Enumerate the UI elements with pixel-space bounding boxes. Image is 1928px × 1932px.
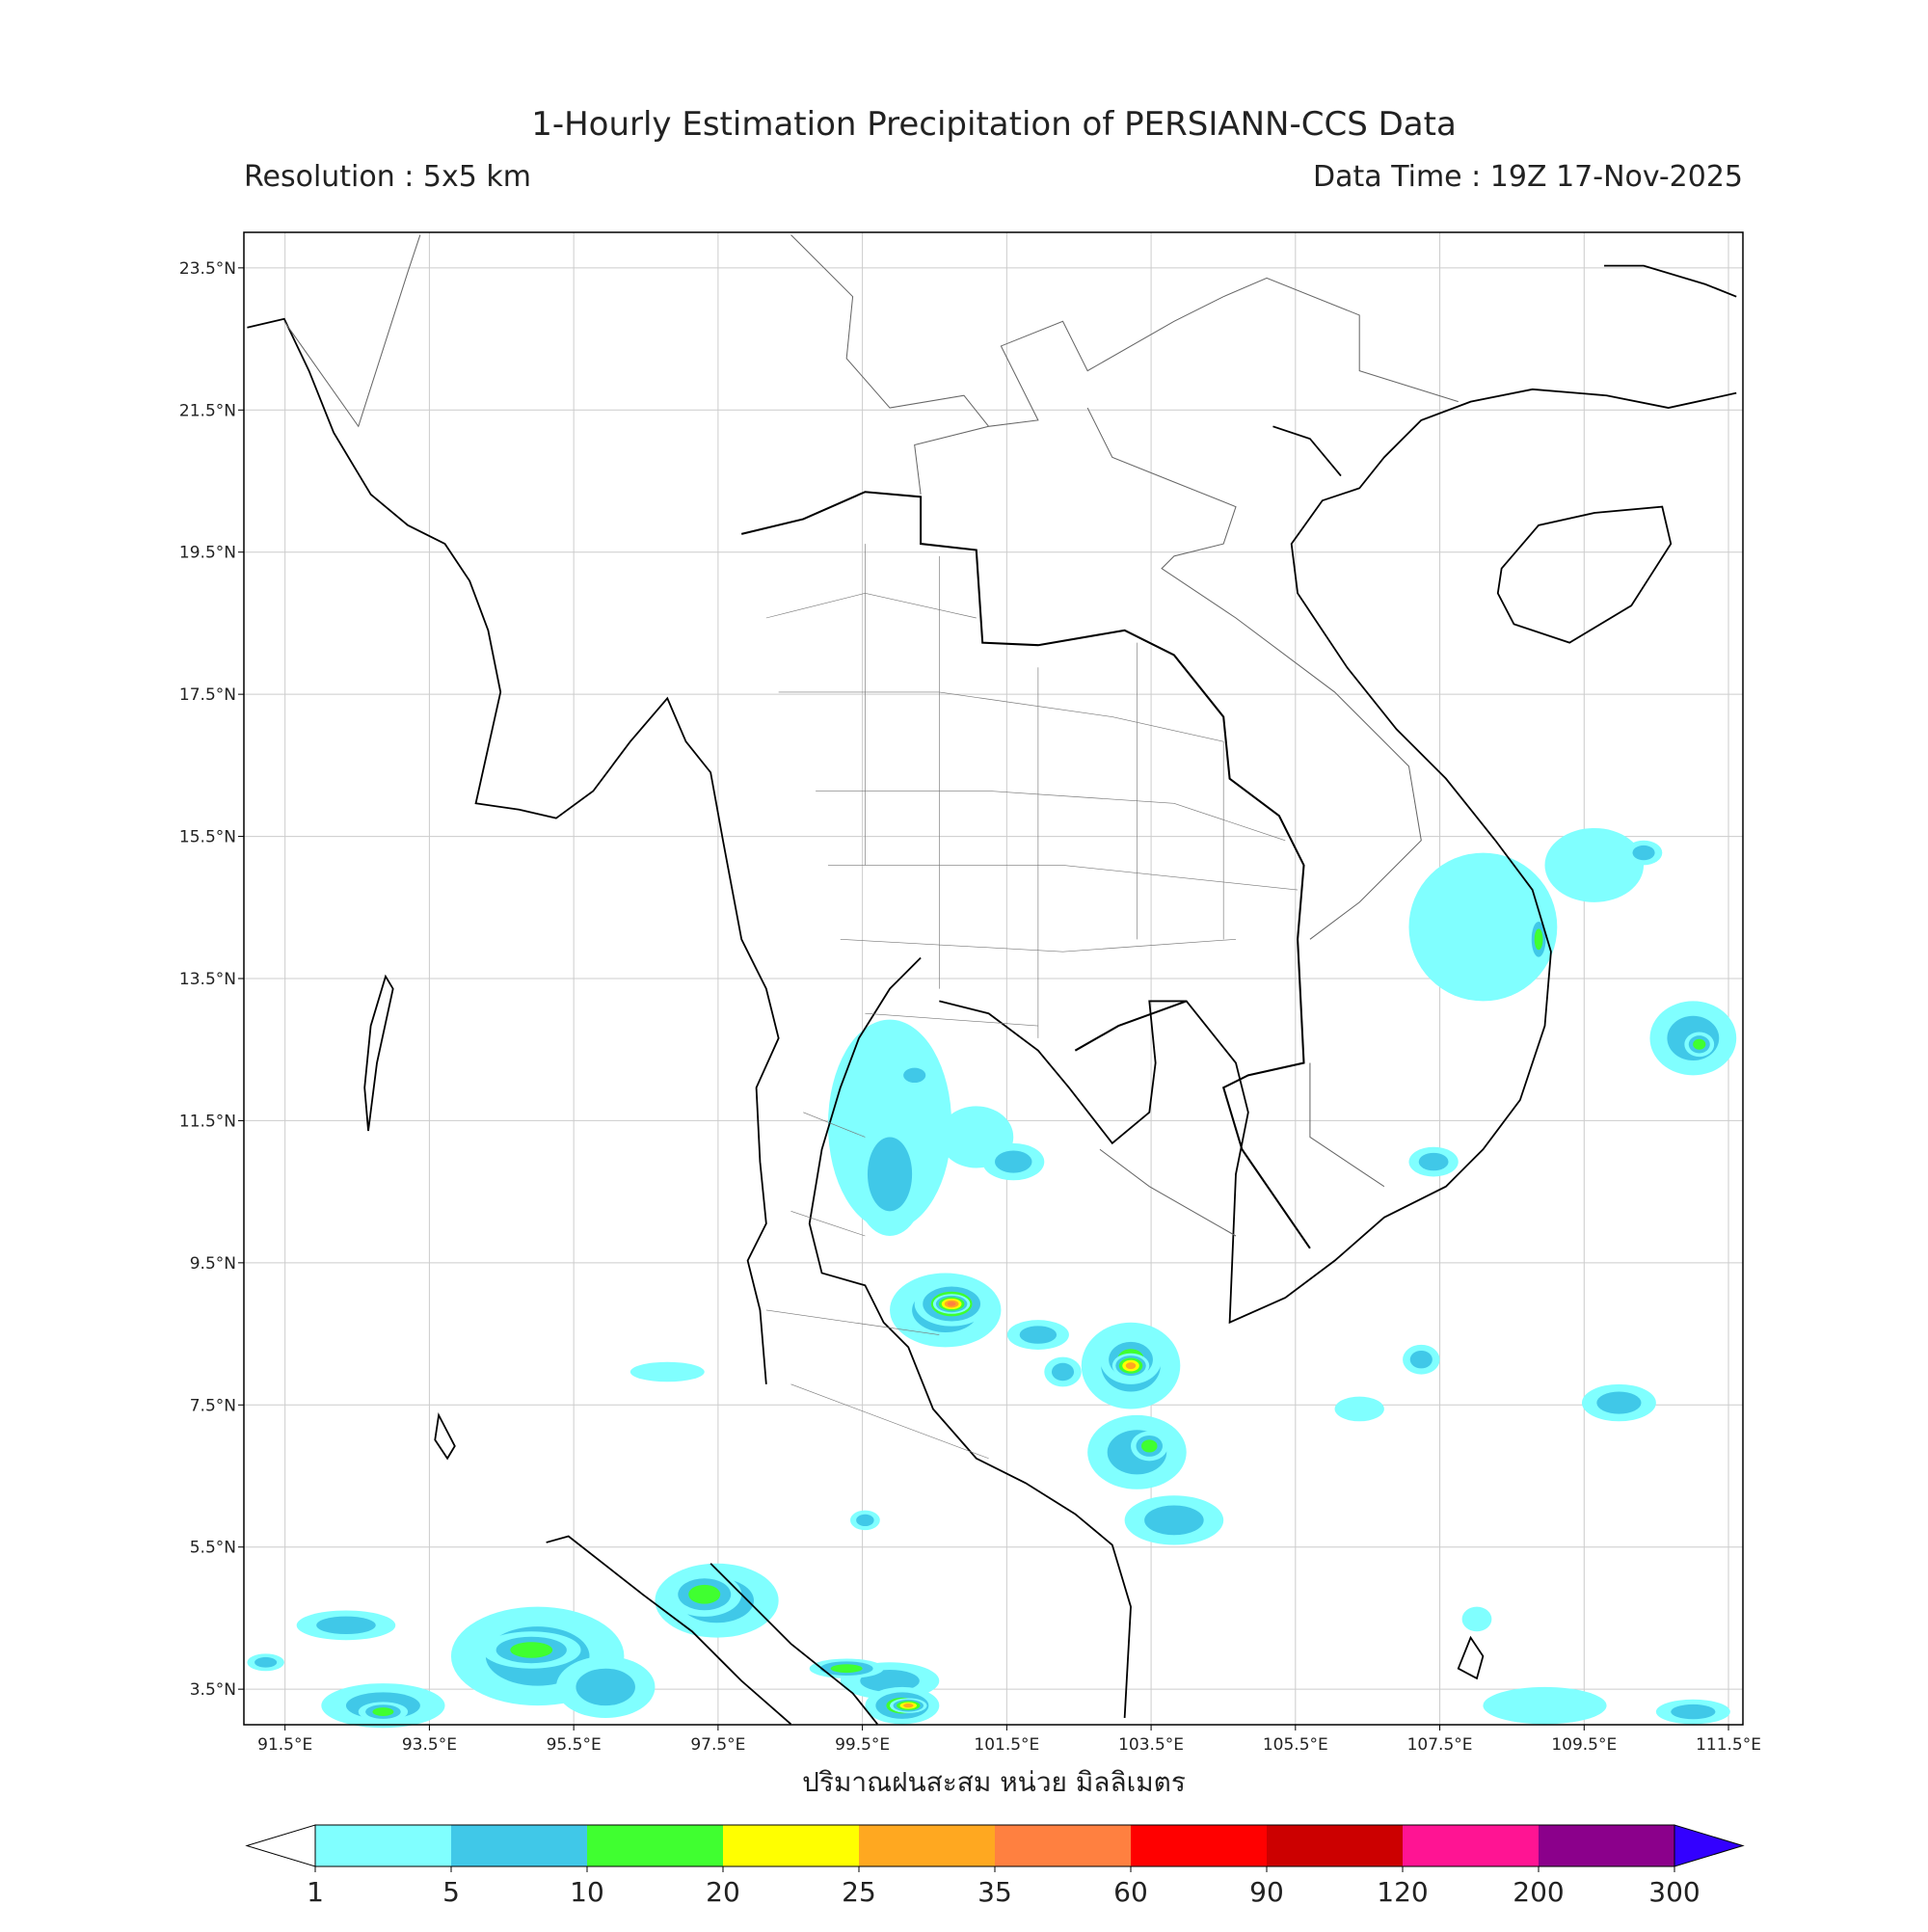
colorbar-label: 120 (1377, 1876, 1428, 1908)
colorbar-label: 200 (1513, 1876, 1564, 1908)
colorbar-label: 300 (1648, 1876, 1700, 1908)
x-tick-label: 107.5°E (1407, 1735, 1473, 1755)
coastline (1604, 264, 1737, 298)
y-tick-label: 21.5°N (179, 401, 236, 420)
rain-cell (629, 1361, 705, 1382)
x-tick-label: 105.5°E (1263, 1735, 1328, 1755)
colorbar-label: 10 (570, 1876, 604, 1908)
y-tick-label: 9.5°N (190, 1254, 236, 1274)
island (363, 974, 394, 1132)
coastline (939, 388, 1737, 1325)
x-tick-label: 93.5°E (402, 1735, 457, 1755)
coastline (1272, 425, 1342, 477)
coastline (546, 1535, 792, 1726)
y-tick-label: 13.5°N (179, 970, 236, 989)
rain-cell (995, 1150, 1032, 1173)
colorbar-label: 25 (842, 1876, 876, 1908)
x-tick-label: 101.5°E (974, 1735, 1039, 1755)
rain-cell (867, 1137, 913, 1212)
rain-cell (688, 1584, 721, 1604)
y-tick-label: 5.5°N (190, 1539, 236, 1558)
rain-cell (830, 1664, 863, 1674)
y-tick-label: 19.5°N (179, 544, 236, 563)
country-border (283, 234, 1459, 1237)
colorbar-label: 35 (977, 1876, 1012, 1908)
rain-cell (947, 1301, 956, 1306)
rain-cell (860, 1669, 920, 1693)
province-lines (765, 544, 1299, 1460)
y-tick-label: 3.5°N (190, 1680, 236, 1700)
rain-cell (1144, 1505, 1204, 1536)
x-tick-label: 103.5°E (1118, 1735, 1184, 1755)
rain-cell (903, 1067, 926, 1084)
rain-cell (1596, 1391, 1642, 1414)
rain-cell (1418, 1152, 1449, 1171)
rain-cell (1671, 1704, 1716, 1720)
rain-cell (254, 1656, 278, 1668)
colorbar-label: 60 (1113, 1876, 1148, 1908)
rain-cell (1141, 1439, 1158, 1453)
rain-cell (316, 1616, 376, 1635)
rain-cell (1693, 1038, 1706, 1050)
colorbar-label: 1 (307, 1876, 324, 1908)
colorbar-segment (995, 1825, 1131, 1866)
colorbar-segment (1403, 1825, 1539, 1866)
x-tick-label: 91.5°E (257, 1735, 312, 1755)
island (1457, 1635, 1485, 1680)
island (434, 1412, 456, 1461)
title: 1-Hourly Estimation Precipitation of PER… (531, 105, 1457, 144)
colorbar-segment (315, 1825, 451, 1866)
rain-cell (510, 1642, 553, 1658)
rain-cell (372, 1707, 394, 1716)
colorbar-segment (451, 1825, 587, 1866)
x-tick-label: 109.5°E (1551, 1735, 1617, 1755)
colorbar-segment (723, 1825, 859, 1866)
y-tick-label: 17.5°N (179, 685, 236, 705)
coastline (247, 317, 780, 1384)
x-tick-label: 95.5°E (547, 1735, 602, 1755)
resolution: Resolution : 5x5 km (244, 160, 531, 194)
rain-cell (1051, 1362, 1075, 1382)
coastline (808, 956, 1132, 1719)
map-frame (243, 231, 1744, 1726)
colorbar-label: 90 (1249, 1876, 1284, 1908)
colorbar-segment (1131, 1825, 1267, 1866)
rain-cell (1408, 852, 1558, 1002)
rain-cell (1409, 1350, 1433, 1369)
colorbar-label: 5 (442, 1876, 460, 1908)
colorbar-label: 20 (706, 1876, 740, 1908)
x-axis-label: ปริมาณฝนสะสม หน่วย มิลลิเมตร (802, 1766, 1186, 1798)
y-tick-label: 15.5°N (179, 828, 236, 847)
y-tick-label: 23.5°N (179, 259, 236, 279)
y-tick-label: 7.5°N (190, 1396, 236, 1415)
colorbar: 1 5 10 20 25 35 60 90 120 200 300 (245, 1824, 1745, 1908)
thailand-border (740, 491, 1311, 1249)
rain-cell (903, 1704, 914, 1708)
rain-cell (856, 1514, 874, 1527)
x-tick-label: 111.5°E (1696, 1735, 1761, 1755)
coastline (710, 1563, 878, 1725)
y-tick-label: 11.5°N (179, 1112, 236, 1131)
colorbar-segment (1267, 1825, 1403, 1866)
x-tick-label: 99.5°E (835, 1735, 890, 1755)
rain-cell (1125, 1362, 1137, 1370)
geography (247, 234, 1737, 1726)
colorbar-segment (859, 1825, 995, 1866)
colorbar-segment (587, 1825, 723, 1866)
rain-cell (1019, 1326, 1058, 1344)
rain-cell (1334, 1396, 1384, 1422)
rain-cell (576, 1668, 635, 1706)
rain-cell (1483, 1686, 1607, 1725)
rain-cell (1461, 1606, 1492, 1632)
rain-cell (1632, 845, 1655, 861)
x-tick-label: 97.5°E (690, 1735, 745, 1755)
colorbar-segment (1539, 1825, 1674, 1866)
rain-cell (1544, 827, 1645, 902)
island (1496, 505, 1673, 644)
data-time: Data Time : 19Z 17-Nov-2025 (1313, 160, 1743, 194)
rain-layer (247, 827, 1737, 1729)
rain-cell (1534, 928, 1543, 951)
